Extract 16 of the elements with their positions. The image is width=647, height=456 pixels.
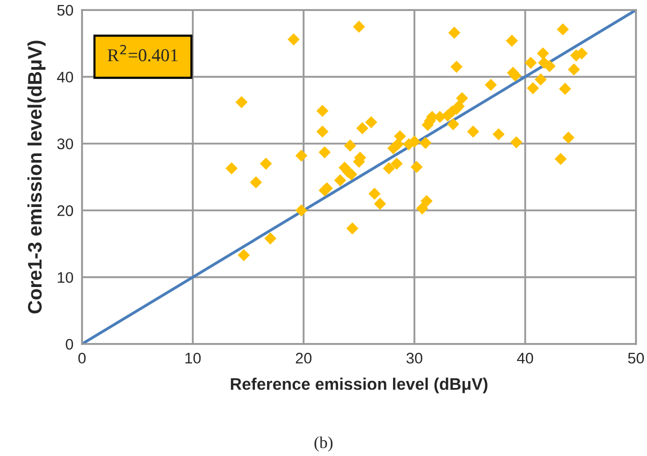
y-tick-label: 0 (66, 338, 74, 350)
y-tick-label: 30 (57, 138, 74, 150)
x-tick-label: 30 (406, 352, 422, 364)
x-tick-label: 20 (296, 352, 312, 364)
y-tick-label: 40 (57, 72, 74, 82)
x-tick-label: 10 (185, 352, 201, 364)
annotation: R$^{2}$=0.401 (108, 44, 178, 62)
y-tick-label: 10 (58, 272, 74, 283)
y-tick-label: 50 (57, 4, 74, 16)
x-tick-label: 40 (517, 352, 534, 364)
x-axis-title: Reference emission level (dBμV) (230, 378, 488, 394)
text: (b) (314, 436, 332, 452)
y-tick-label: 20 (57, 205, 74, 216)
y-axis-title: Core1-3 emission level(dBμV) (27, 40, 46, 314)
x-tick-label: 0 (78, 352, 86, 364)
x-tick-label: 50 (628, 352, 644, 364)
